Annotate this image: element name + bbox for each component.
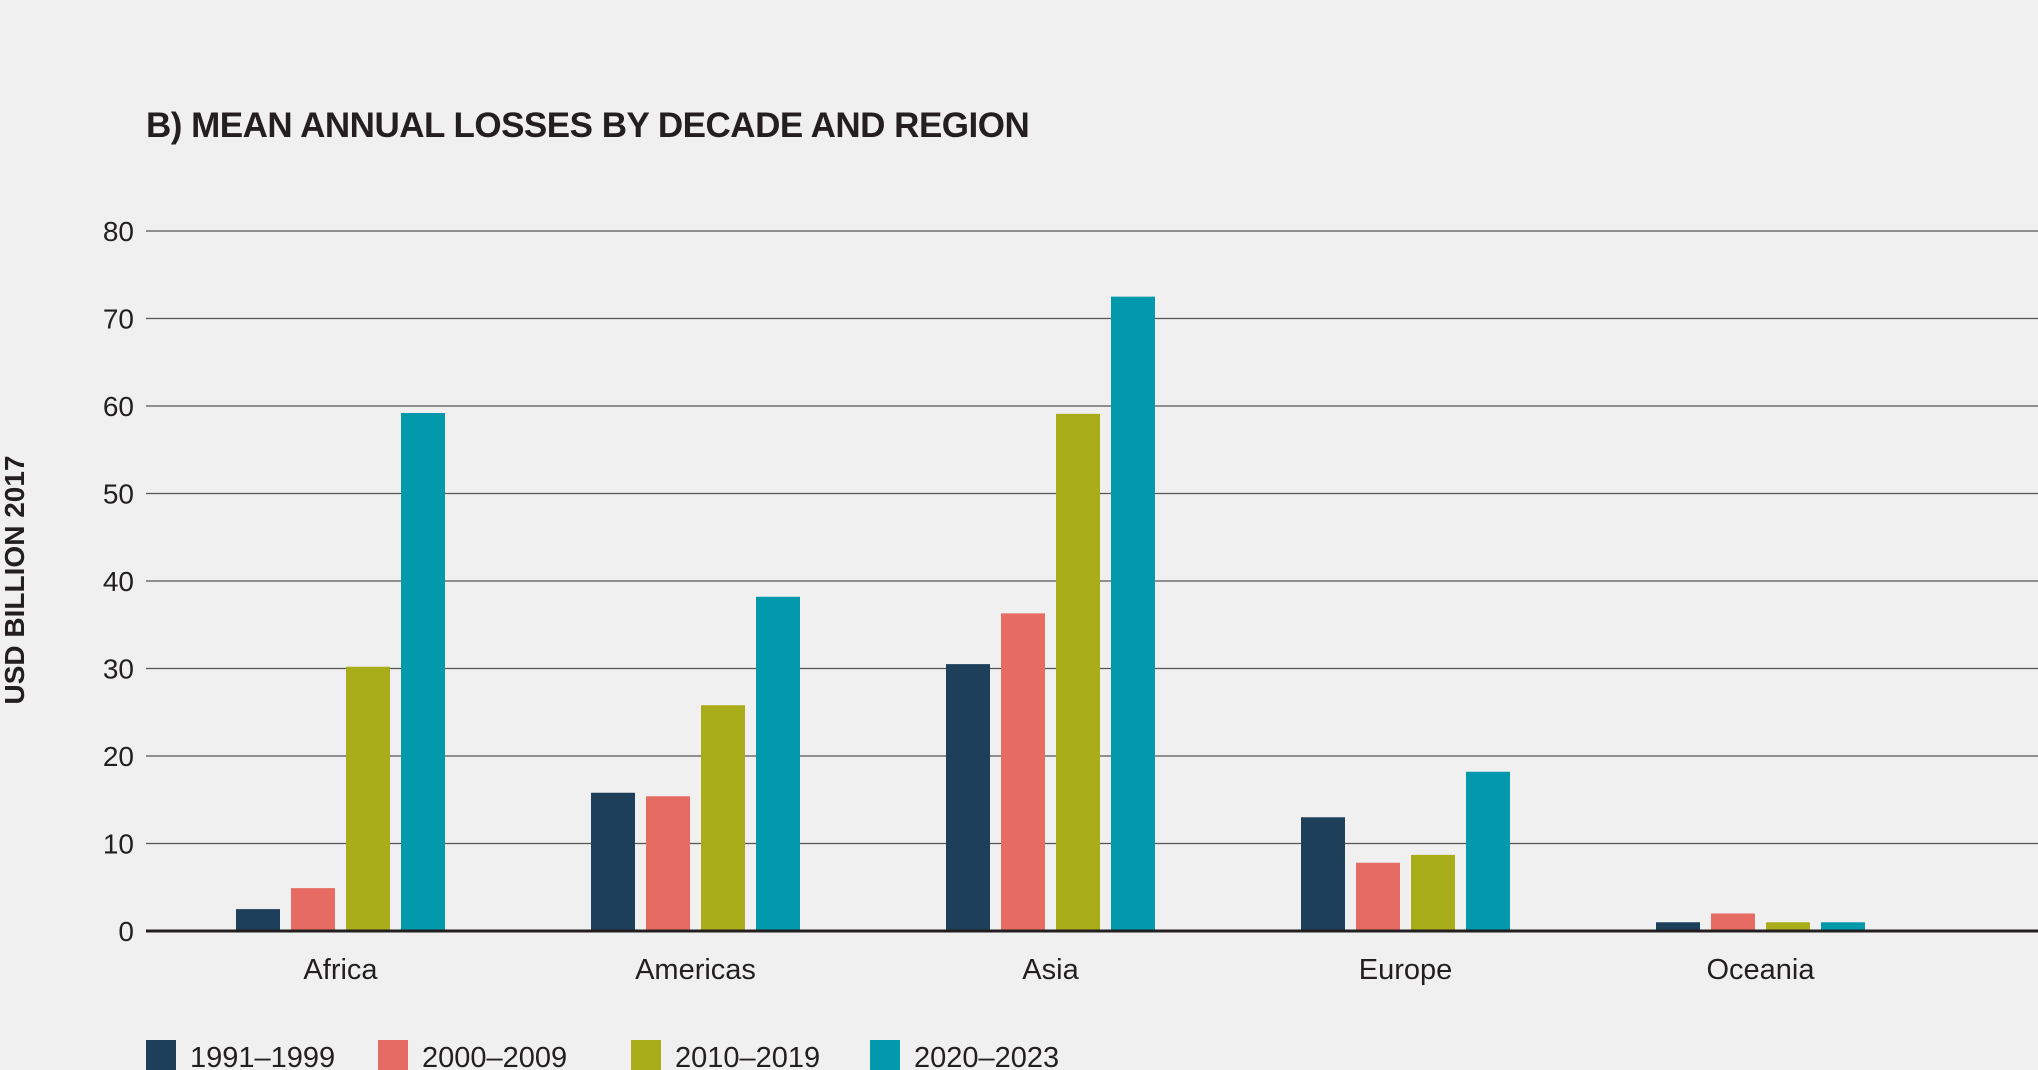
y-tick-label: 50 — [103, 479, 134, 510]
x-category-label: Oceania — [1706, 954, 1815, 986]
chart-title: B) MEAN ANNUAL LOSSES BY DECADE AND REGI… — [146, 106, 1030, 145]
y-tick-label: 10 — [103, 829, 134, 860]
y-tick-label: 30 — [103, 654, 134, 685]
legend-label: 2000–2009 — [422, 1042, 567, 1070]
bar-asia-series-2 — [1001, 613, 1045, 931]
bar-americas-series-3 — [701, 705, 745, 931]
bar-oceania-series-2 — [1711, 913, 1755, 931]
y-tick-label: 60 — [103, 391, 134, 422]
y-axis-ticks: 0 10 20 30 40 50 60 70 80 — [103, 216, 134, 947]
bar-africa-series-2 — [291, 888, 335, 931]
bar-africa-series-4 — [401, 413, 445, 931]
bars — [236, 296, 1865, 931]
legend-swatch — [631, 1040, 661, 1070]
bar-europe-series-2 — [1356, 862, 1400, 931]
x-category-label: Americas — [635, 954, 756, 986]
y-tick-label: 70 — [103, 304, 134, 335]
bar-oceania-series-1 — [1656, 922, 1700, 931]
bar-europe-series-3 — [1411, 854, 1455, 931]
y-tick-label: 20 — [103, 741, 134, 772]
legend-label: 2020–2023 — [914, 1042, 1059, 1070]
x-category-label: Africa — [303, 954, 378, 986]
x-axis-categories: Africa Americas Asia Europe Oceania — [303, 954, 1815, 986]
bar-africa-series-3 — [346, 666, 390, 931]
y-tick-label: 80 — [103, 216, 134, 247]
bar-asia-series-1 — [946, 664, 990, 931]
legend-swatch — [870, 1040, 900, 1070]
bar-oceania-series-4 — [1821, 922, 1865, 931]
legend: 1991–1999 2000–2009 2010–2019 2020–2023 — [146, 1040, 1059, 1070]
bar-asia-series-3 — [1056, 413, 1100, 931]
y-axis-title: USD BILLION 2017 — [0, 456, 30, 705]
x-category-label: Asia — [1022, 954, 1079, 986]
legend-swatch — [378, 1040, 408, 1070]
legend-swatch — [146, 1040, 176, 1070]
legend-label: 2010–2019 — [675, 1042, 820, 1070]
bar-oceania-series-3 — [1766, 922, 1810, 931]
bar-americas-series-4 — [756, 596, 800, 931]
bar-europe-series-4 — [1466, 771, 1510, 931]
y-tick-label: 40 — [103, 566, 134, 597]
legend-label: 1991–1999 — [190, 1042, 335, 1070]
bar-europe-series-1 — [1301, 817, 1345, 931]
bar-americas-series-2 — [646, 796, 690, 931]
y-tick-label: 0 — [118, 916, 134, 947]
bar-americas-series-1 — [591, 792, 635, 931]
bar-africa-series-1 — [236, 909, 280, 931]
x-category-label: Europe — [1359, 954, 1453, 986]
bar-asia-series-4 — [1111, 296, 1155, 931]
